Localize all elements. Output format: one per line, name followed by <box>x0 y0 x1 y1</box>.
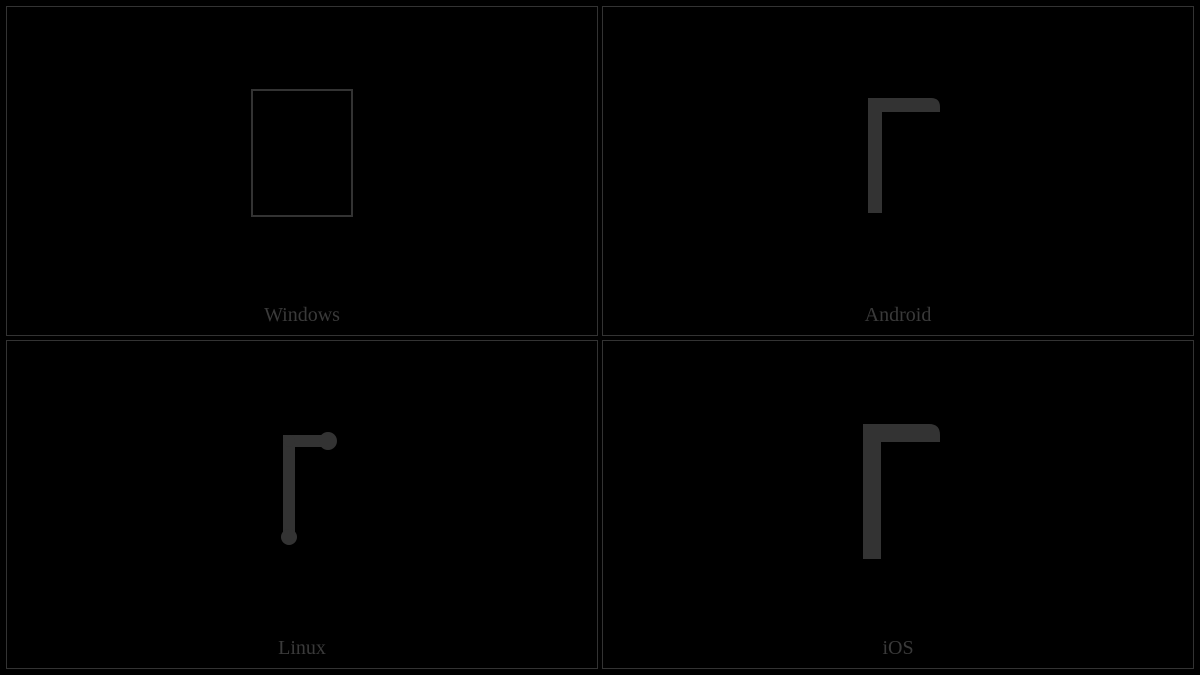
panel-ios: iOS <box>602 340 1194 670</box>
panel-android: Android <box>602 6 1194 336</box>
panel-windows: Windows <box>6 6 598 336</box>
panel-linux: Linux <box>6 340 598 670</box>
caption-linux: Linux <box>7 637 597 660</box>
caption-windows: Windows <box>7 304 597 327</box>
caption-android: Android <box>603 304 1193 327</box>
glyph-linux <box>7 341 597 633</box>
glyph-windows <box>7 7 597 299</box>
glyph-android <box>603 7 1193 299</box>
glyph-ios <box>603 341 1193 633</box>
glyph-comparison-grid: Windows Android Linux <box>6 6 1194 669</box>
caption-ios: iOS <box>603 637 1193 660</box>
